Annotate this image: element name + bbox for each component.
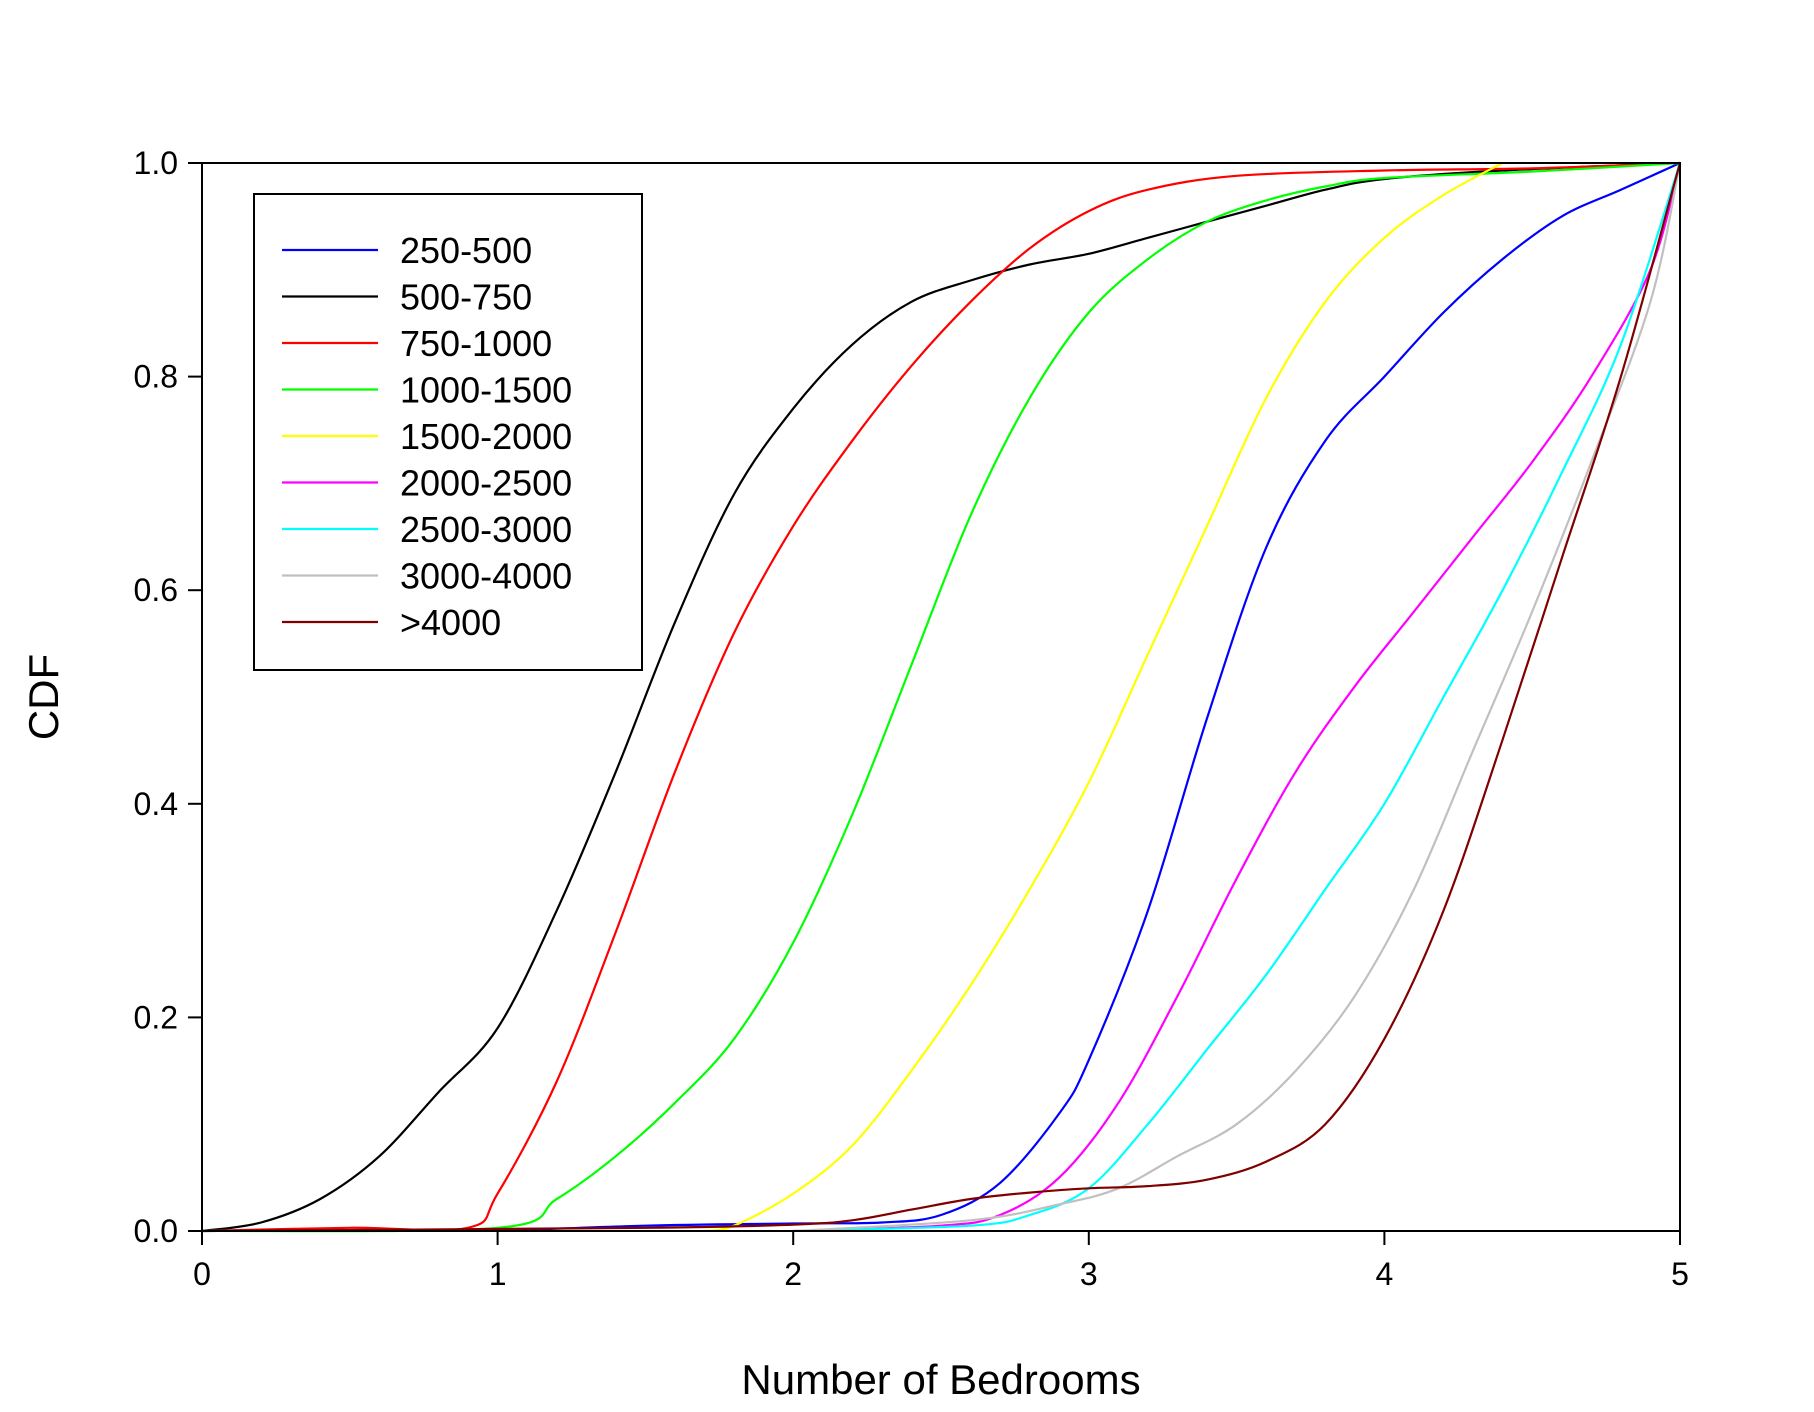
x-tick-label: 5: [1671, 1256, 1689, 1292]
y-tick-label: 0.8: [134, 359, 178, 395]
legend-box: [253, 193, 643, 671]
series-line-1: [201, 161, 1681, 1233]
legend-label: 1000-1500: [400, 370, 572, 411]
y-tick-label: 0.6: [134, 572, 178, 608]
legend-items: 250-500 500-750 750-1000 1000-1500 1500-2000…: [282, 230, 572, 643]
series-layer: [201, 161, 1682, 1233]
series-line-4: [704, 162, 1504, 1233]
series-line-8: [201, 162, 1682, 1233]
legend-label: 750-1000: [400, 323, 552, 364]
x-tick-label: 3: [1080, 1256, 1098, 1292]
legend-label: 3000-4000: [400, 556, 572, 597]
x-tick-label: 0: [193, 1256, 211, 1292]
series-line-7: [793, 162, 1682, 1233]
legend-label: 250-500: [400, 230, 532, 271]
plot-frame: [201, 162, 1681, 1232]
series-line-0: [497, 161, 1681, 1233]
series-line-5: [793, 162, 1682, 1233]
y-tick-label: 0.0: [134, 1213, 178, 1249]
y-axis: 0.0 0.2 0.4 0.6 0.8 1.0: [134, 145, 202, 1249]
legend-label: 2000-2500: [400, 463, 572, 504]
series-line-2: [201, 161, 1681, 1233]
x-axis: 0 1 2 3 4 5: [193, 1231, 1689, 1292]
x-tick-label: 1: [489, 1256, 507, 1292]
x-axis-title: Number of Bedrooms: [741, 1356, 1140, 1403]
series-line-6: [793, 162, 1682, 1233]
y-tick-label: 1.0: [134, 145, 178, 181]
y-axis-title: CDF: [20, 654, 67, 740]
x-tick-label: 2: [784, 1256, 802, 1292]
legend-label: 2500-3000: [400, 509, 572, 550]
legend-label: >4000: [400, 602, 501, 643]
legend-label: 500-750: [400, 277, 532, 318]
series-line-3: [201, 161, 1681, 1233]
y-tick-label: 0.2: [134, 999, 178, 1035]
x-tick-label: 4: [1376, 1256, 1394, 1292]
y-tick-label: 0.4: [134, 786, 178, 822]
legend: 250-500 500-750 750-1000 1000-1500 1500-2000…: [253, 193, 643, 671]
legend-label: 1500-2000: [400, 416, 572, 457]
